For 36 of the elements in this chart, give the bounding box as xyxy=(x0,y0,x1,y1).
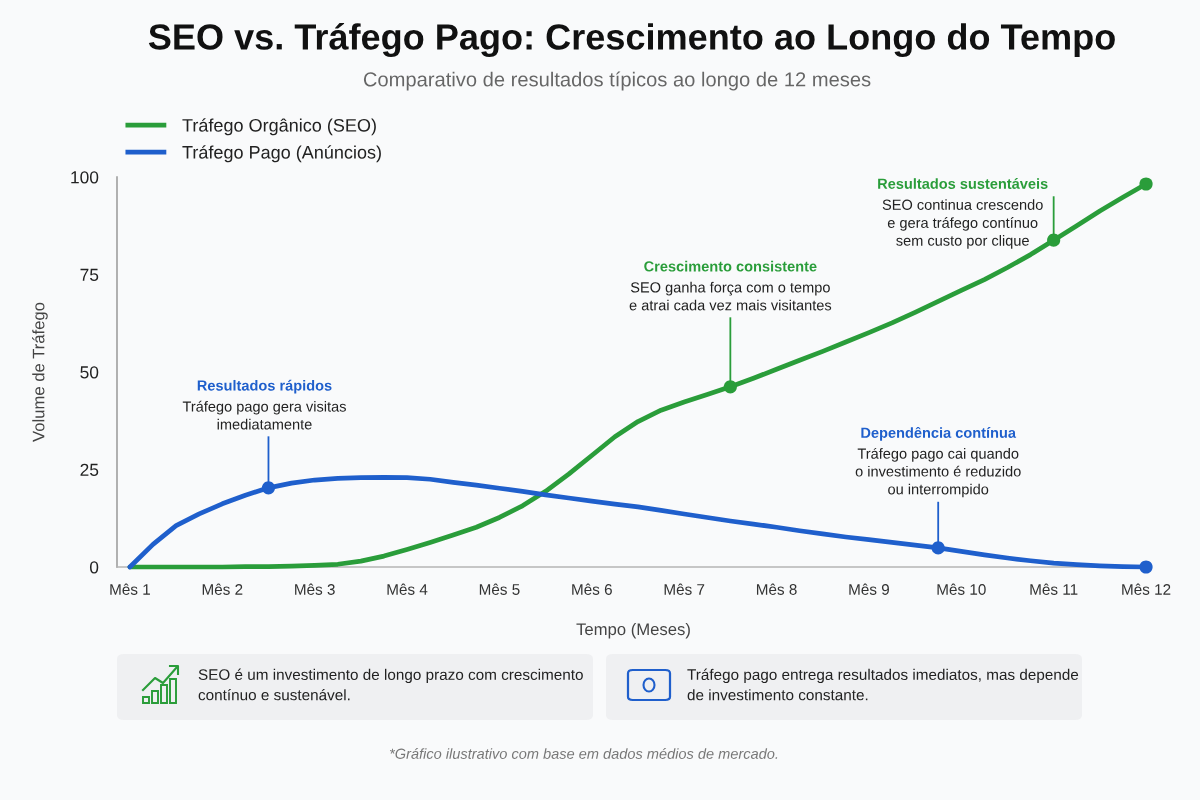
x-tick-label: Mês 5 xyxy=(479,583,520,595)
x-tick-label: Mês 8 xyxy=(756,583,797,595)
x-tick-label: Mês 1 xyxy=(110,583,150,595)
text: *Gráfico ilustrativo com base em dados médios de mercado. xyxy=(389,748,778,759)
x-tick-label: Mês 7 xyxy=(664,583,705,595)
point xyxy=(931,541,945,555)
x-tick-label: Mês 9 xyxy=(849,583,889,595)
x-tick-label: Mês 10 xyxy=(937,583,986,595)
annotation: Resultados sustentáveis SEO continua crescendo e gera tráfego contínuo sem custo por clique xyxy=(878,178,1048,249)
point xyxy=(1139,560,1153,574)
y-axis-title: Volume de Tráfego xyxy=(32,302,48,442)
point xyxy=(1139,177,1153,191)
text: SEO é um investimento de longo prazo com crescimento contínuo e sustenável. xyxy=(198,668,583,701)
x-tick-label: Mês 4 xyxy=(387,583,428,595)
annotation: Dependência contínua Tráfego pago cai quando o investimento é reduzido ou interrompido xyxy=(855,426,1021,498)
chart-subtitle: Comparativo de resultados típicos ao longo de 12 meses xyxy=(363,71,871,91)
y-tick-label: 25 xyxy=(80,463,99,476)
legend-label: Tráfego Orgânico (SEO) xyxy=(182,118,376,136)
chart-title: SEO vs. Tráfego Pago: Crescimento ao Longo do Tempo xyxy=(148,22,1115,58)
x-tick-label: Mês 11 xyxy=(1030,583,1078,595)
annotation: Crescimento consistente SEO ganha força com o tempo e atrai cada vez mais visitantes xyxy=(629,260,832,311)
annotation: Resultados rápidos Tráfego pago gera visitas imediatamente xyxy=(182,379,346,430)
x-tick-label: Mês 12 xyxy=(1122,583,1171,595)
y-tick-label: 50 xyxy=(80,366,99,379)
point xyxy=(1047,233,1061,247)
y-tick-label: 100 xyxy=(71,171,99,184)
text: Tráfego pago entrega resultados imediatos, mas depende de investimento constante. xyxy=(687,668,1079,701)
x-tick-label: Mês 3 xyxy=(295,583,335,595)
point xyxy=(261,481,276,495)
x-tick-label: Mês 6 xyxy=(572,583,612,595)
point xyxy=(723,380,737,394)
legend-label: Tráfego Pago (Anúncios) xyxy=(182,145,381,163)
y-tick-label: 75 xyxy=(80,268,99,281)
y-tick-label: 0 xyxy=(89,561,99,574)
x-axis-title: Tempo (Meses) xyxy=(576,622,690,639)
x-tick-label: Mês 2 xyxy=(202,583,243,595)
